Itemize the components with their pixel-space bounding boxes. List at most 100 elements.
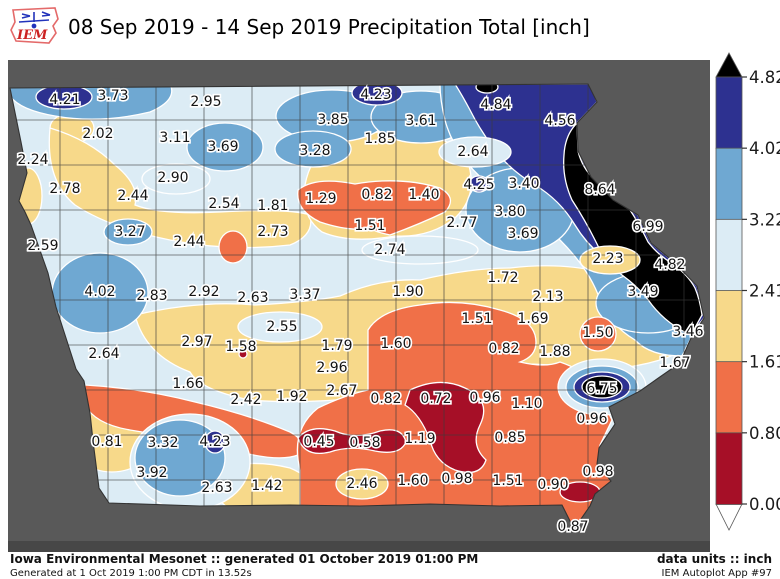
precip-value-label: 1.50	[582, 325, 613, 341]
colorbar-tick-label: 3.22	[749, 210, 780, 229]
footer: Iowa Environmental Mesonet :: generated …	[10, 552, 772, 579]
precip-value-label: 2.83	[136, 288, 167, 304]
colorbar-segment	[716, 433, 742, 505]
precip-value-label: 2.44	[173, 234, 204, 250]
footer-units-line: data units :: inch	[657, 552, 772, 566]
precip-value-label: 1.69	[517, 311, 548, 327]
colorbar-tick-label: 2.41	[749, 282, 780, 301]
precip-value-label: 2.54	[208, 196, 239, 212]
colorbar-tick-label: 4.02	[749, 139, 780, 158]
precip-value-label: 2.64	[88, 346, 119, 362]
colorbar-tick-label: 4.82	[749, 68, 780, 87]
precip-value-label: 0.82	[488, 341, 519, 357]
precip-value-label: 1.60	[380, 336, 411, 352]
colorbar-tick-label: 1.61	[749, 353, 780, 372]
precip-value-label: 3.46	[672, 324, 703, 340]
precip-value-label: 0.98	[582, 464, 613, 480]
precip-value-label: 3.80	[494, 204, 525, 220]
colorbar-under-arrow-icon	[716, 504, 742, 530]
precip-value-label: 4.82	[654, 257, 685, 273]
plot-bottom-strip	[8, 541, 710, 552]
precip-value-label: 3.37	[289, 287, 320, 303]
precip-value-label: 1.51	[354, 218, 385, 234]
precip-value-label: 3.27	[114, 224, 145, 240]
precip-value-label: 0.96	[469, 390, 500, 406]
precip-value-label: 0.90	[537, 477, 568, 493]
header: IEM 08 Sep 2019 - 14 Sep 2019 Precipitat…	[11, 8, 590, 43]
precip-value-label: 2.42	[230, 392, 261, 408]
precip-value-label: 2.67	[326, 383, 357, 399]
precip-value-label: 0.72	[420, 391, 451, 407]
precip-value-label: 3.92	[136, 465, 167, 481]
colorbar-segment	[716, 148, 742, 220]
precip-value-label: 2.59	[27, 238, 58, 254]
precip-value-label: 0.45	[303, 434, 334, 450]
precip-value-label: 2.23	[592, 251, 623, 267]
colorbar: 4.824.023.222.411.610.800.00	[716, 53, 780, 530]
precip-value-label: 6.75	[586, 381, 617, 397]
precip-value-label: 2.92	[188, 284, 219, 300]
precip-value-label: 2.73	[257, 224, 288, 240]
precip-value-label: 3.69	[207, 139, 238, 155]
precip-value-label: 8.64	[584, 182, 615, 198]
precip-value-label: 1.67	[659, 355, 690, 371]
footer-generated-line: Iowa Environmental Mesonet :: generated …	[10, 552, 478, 566]
precip-value-label: 1.19	[404, 431, 435, 447]
logo-text: IEM	[16, 28, 48, 43]
precip-value-label: 3.32	[147, 435, 178, 451]
precip-value-label: 2.96	[316, 360, 347, 376]
precip-value-label: 2.64	[457, 144, 488, 160]
precip-value-label: 1.40	[408, 187, 439, 203]
precip-value-label: 2.44	[117, 188, 148, 204]
iem-logo: IEM	[11, 8, 58, 43]
precip-value-label: 0.58	[349, 435, 380, 451]
precip-value-label: 0.82	[361, 187, 392, 203]
precip-value-label: 2.97	[181, 334, 212, 350]
precip-value-label: 4.25	[463, 177, 494, 193]
precip-value-label: 2.63	[201, 480, 232, 496]
colorbar-tick-label: 0.00	[749, 495, 780, 514]
precip-value-label: 3.11	[159, 130, 190, 146]
precip-value-label: 1.42	[251, 478, 282, 494]
precip-value-label: 3.49	[627, 284, 658, 300]
precip-value-label: 2.55	[266, 319, 297, 335]
precip-value-label: 2.77	[446, 215, 477, 231]
footer-timing-line: Generated at 1 Oct 2019 1:00 PM CDT in 1…	[10, 568, 252, 579]
precip-value-label: 4.23	[360, 87, 391, 103]
precip-value-label: 2.78	[49, 181, 80, 197]
precip-value-label: 3.28	[299, 143, 330, 159]
precip-value-label: 2.02	[82, 126, 113, 142]
precip-value-label: 4.84	[480, 97, 511, 113]
precip-value-label: 0.82	[370, 391, 401, 407]
precip-value-label: 2.24	[17, 152, 48, 168]
page-title: 08 Sep 2019 - 14 Sep 2019 Precipitation …	[68, 15, 590, 39]
precip-value-label: 2.95	[190, 94, 221, 110]
colorbar-segment	[716, 291, 742, 363]
precip-value-label: 1.66	[172, 376, 203, 392]
precip-value-label: 1.72	[487, 270, 518, 286]
precip-value-label: 2.13	[532, 289, 563, 305]
contour-region	[219, 231, 247, 263]
precip-value-label: 1.29	[305, 191, 336, 207]
precip-value-label: 1.88	[539, 344, 570, 360]
precip-value-label: 2.90	[157, 170, 188, 186]
precip-value-label: 1.58	[225, 339, 256, 355]
precip-value-label: 2.74	[374, 242, 405, 258]
colorbar-over-arrow-icon	[716, 53, 742, 77]
precip-value-label: 0.98	[441, 471, 472, 487]
footer-app-line: IEM Autoplot App #97	[662, 568, 772, 579]
precip-value-label: 1.51	[461, 311, 492, 327]
colorbar-segment	[716, 77, 742, 149]
precip-value-label: 2.63	[237, 290, 268, 306]
precip-value-label: 4.23	[199, 434, 230, 450]
precip-value-label: 3.85	[317, 112, 348, 128]
colorbar-segment	[716, 362, 742, 434]
precip-value-label: 4.56	[544, 113, 575, 129]
precip-value-label: 3.69	[507, 226, 538, 242]
precip-value-label: 1.92	[276, 389, 307, 405]
precip-value-label: 3.40	[508, 176, 539, 192]
precip-value-label: 6.99	[632, 219, 663, 235]
precip-value-label: 1.85	[364, 131, 395, 147]
precip-value-label: 1.10	[511, 396, 542, 412]
precip-value-label: 0.81	[91, 434, 122, 450]
